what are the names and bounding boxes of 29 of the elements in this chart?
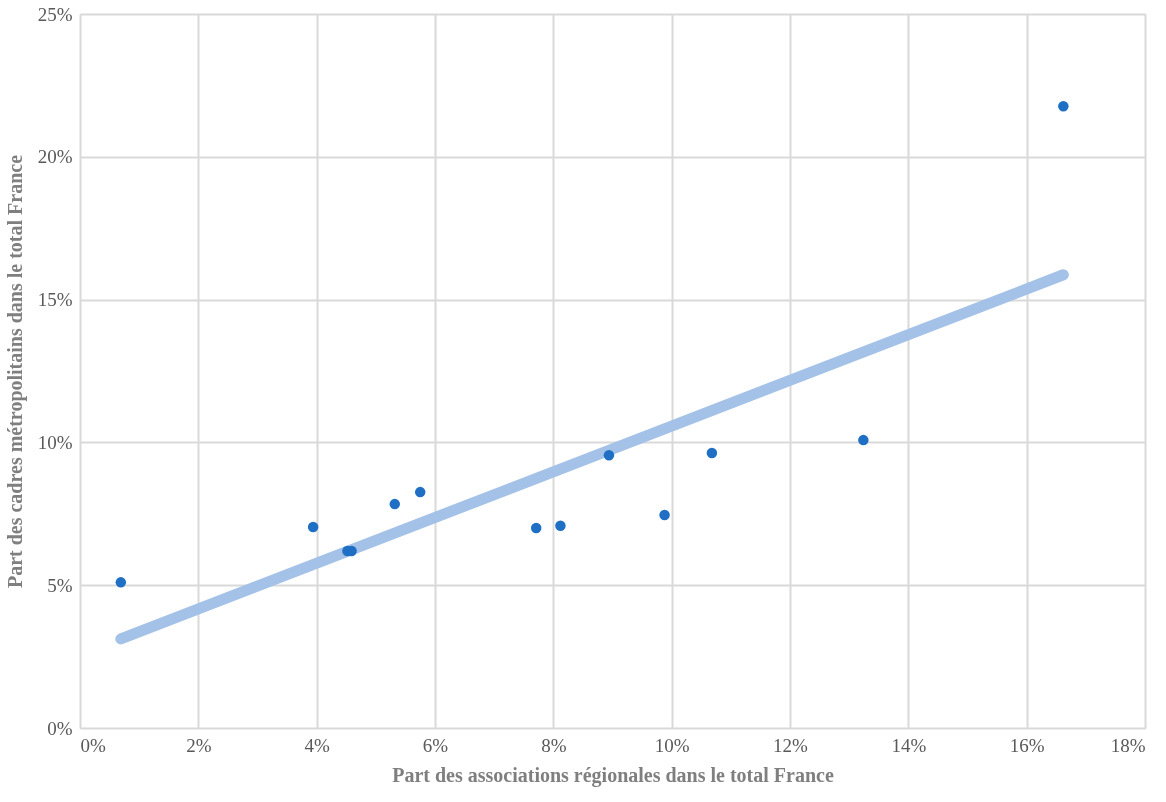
- x-tick-label: 0%: [80, 734, 106, 756]
- point: [1058, 101, 1069, 112]
- y-tick-label: 25%: [37, 3, 73, 25]
- x-tick-label: 14%: [891, 734, 927, 756]
- x-tick-label: 18%: [1110, 734, 1146, 756]
- point: [858, 434, 869, 446]
- y-tick-label: 20%: [37, 146, 73, 168]
- x-tick-label: 12%: [773, 734, 809, 756]
- y-axis-title: Part des cadres métropolitains dans le total France: [3, 154, 27, 589]
- point: [659, 509, 670, 521]
- point: [555, 520, 566, 532]
- x-axis-title: Part des associations régionales dans le total France: [392, 763, 834, 787]
- y-tick-label: 5%: [47, 574, 73, 596]
- x-tick-label: 6%: [422, 734, 449, 756]
- y-tick-label: 0%: [47, 717, 73, 739]
- point: [389, 498, 401, 510]
- y-tick-label: 15%: [37, 289, 73, 311]
- point: [115, 577, 127, 588]
- x-tick-label: 10%: [654, 734, 690, 756]
- point: [530, 522, 542, 534]
- point: [414, 486, 426, 498]
- y-tick-label: 10%: [37, 431, 73, 453]
- point: [706, 447, 718, 459]
- x-tick-label: 4%: [304, 734, 330, 756]
- point: [603, 450, 615, 461]
- x-tick-label: 8%: [541, 734, 567, 756]
- x-tick-label: 16%: [1009, 734, 1045, 756]
- point: [307, 521, 319, 533]
- x-tick-label: 2%: [186, 734, 212, 756]
